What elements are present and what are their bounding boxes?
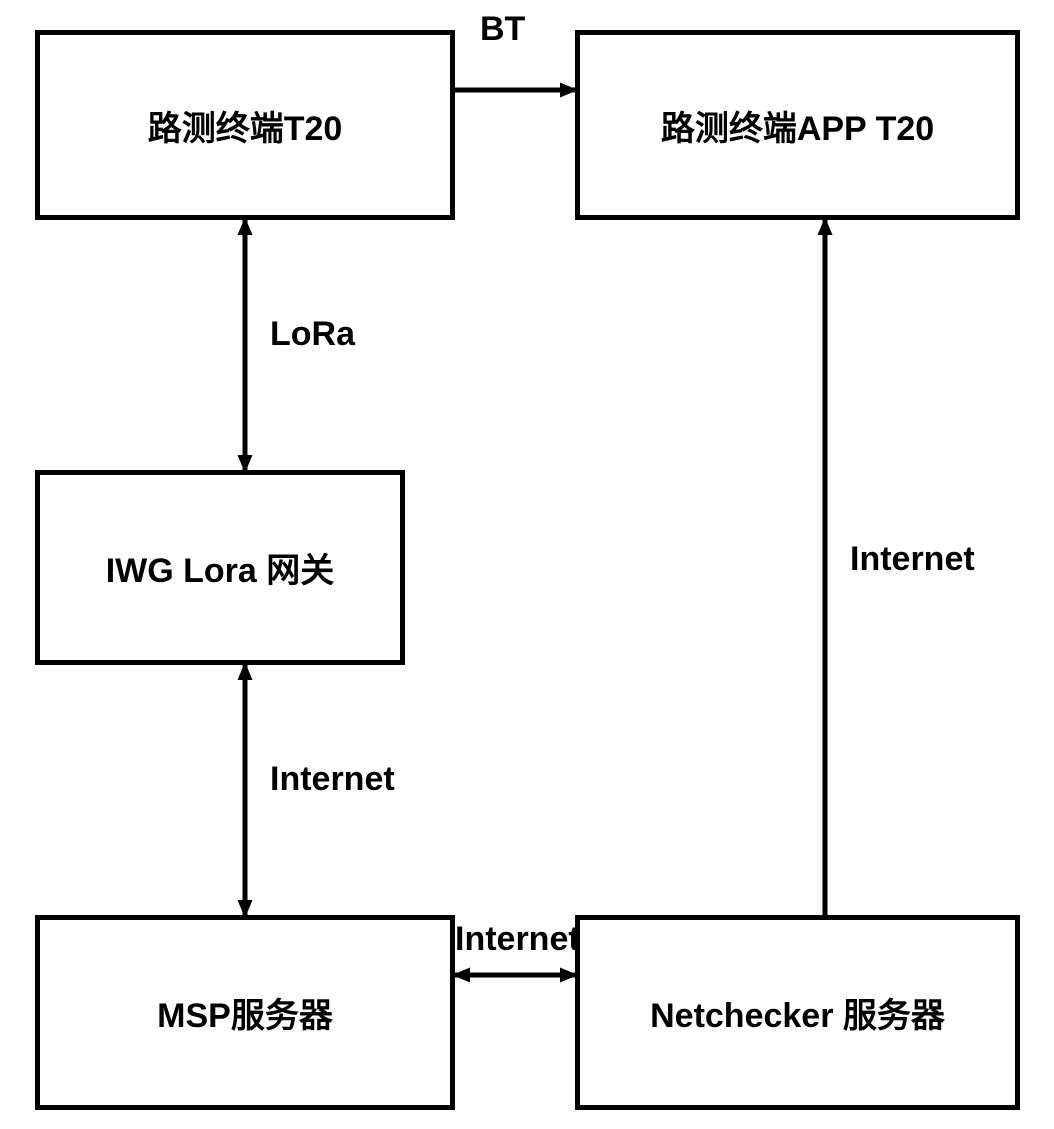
node-label-t20-terminal: 路测终端T20: [148, 101, 343, 150]
edge-label-lora-edge: LoRa: [270, 315, 355, 354]
node-label-iwg-gateway: IWG Lora 网关: [106, 543, 335, 592]
edge-label-bt-edge: BT: [480, 10, 525, 49]
node-netchecker-server: Netchecker 服务器: [575, 915, 1020, 1110]
node-label-t20-app: 路测终端APP T20: [661, 101, 934, 150]
node-label-netchecker-server: Netchecker 服务器: [650, 988, 945, 1037]
edge-label-internet-edge-3: Internet: [850, 540, 975, 579]
node-t20-terminal: 路测终端T20: [35, 30, 455, 220]
node-iwg-gateway: IWG Lora 网关: [35, 470, 405, 665]
node-label-msp-server: MSP服务器: [157, 988, 333, 1037]
edge-label-internet-edge-1: Internet: [270, 760, 395, 799]
edge-label-internet-edge-2: Internet: [455, 920, 580, 959]
node-t20-app: 路测终端APP T20: [575, 30, 1020, 220]
node-msp-server: MSP服务器: [35, 915, 455, 1110]
